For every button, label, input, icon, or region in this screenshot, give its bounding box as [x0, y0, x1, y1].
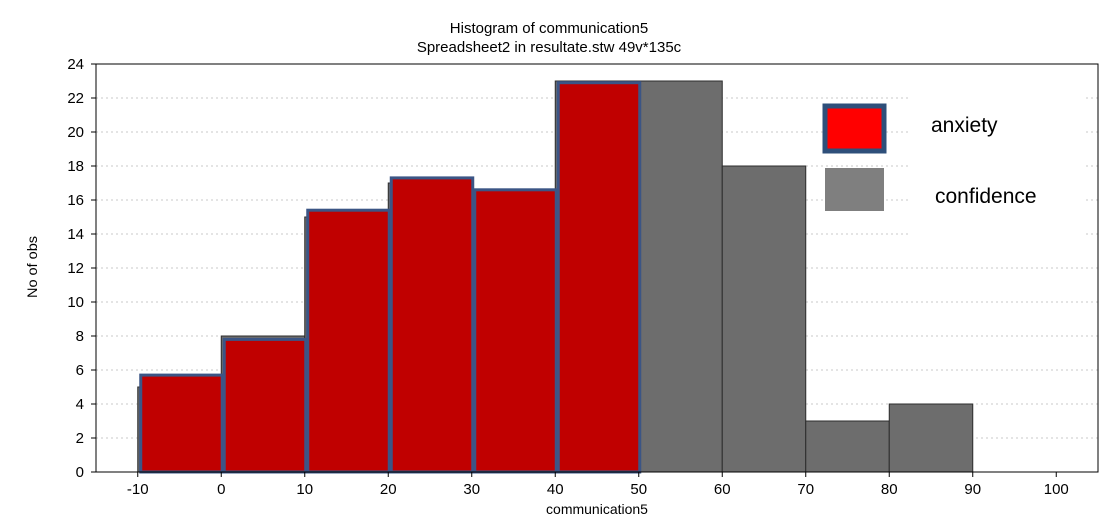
legend-swatch-anxiety: [822, 103, 887, 154]
x-tick-label: 0: [217, 481, 225, 498]
legend: anxiety confidence: [822, 96, 1085, 236]
y-tick-label: 6: [76, 362, 84, 379]
chart-title: Histogram of communication5: [450, 20, 648, 37]
y-axis-label: No of obs: [24, 236, 40, 298]
y-tick-label: 18: [67, 158, 84, 175]
bar-anxiety: [473, 188, 558, 474]
y-tick-label: 12: [67, 260, 84, 277]
x-tick-label: 50: [630, 481, 647, 498]
y-tick-label: 16: [67, 192, 84, 209]
x-tick-label: 80: [881, 481, 898, 498]
y-tick-label: 4: [76, 396, 84, 413]
x-axis-label: communication5: [546, 501, 648, 517]
chart-subtitle: Spreadsheet2 in resultate.stw 49v*135c: [417, 39, 682, 56]
x-tick-label: 70: [797, 481, 814, 498]
x-tick-label: -10: [127, 481, 149, 498]
x-axis-ticks: -10 0 10 20 30 40 50 60 70 80 90 100: [127, 472, 1069, 498]
y-tick-label: 20: [67, 124, 84, 141]
x-tick-label: 90: [964, 481, 981, 498]
y-tick-label: 22: [67, 90, 84, 107]
x-tick-label: 100: [1044, 481, 1069, 498]
bar-confidence: [638, 80, 723, 473]
x-tick-label: 10: [296, 481, 313, 498]
y-tick-label: 2: [76, 430, 84, 447]
bar-confidence: [888, 403, 974, 473]
bar-anxiety: [222, 337, 308, 474]
y-tick-label: 8: [76, 328, 84, 345]
legend-label-confidence: confidence: [935, 185, 1037, 208]
bar-anxiety: [306, 208, 391, 474]
legend-swatch-confidence: [825, 168, 884, 211]
legend-label-anxiety: anxiety: [931, 114, 998, 137]
x-tick-label: 20: [380, 481, 397, 498]
x-tick-label: 60: [714, 481, 731, 498]
y-tick-label: 10: [67, 294, 84, 311]
y-tick-label: 14: [67, 226, 84, 243]
y-tick-label: 0: [76, 464, 84, 481]
bar-anxiety: [556, 81, 642, 474]
x-tick-label: 30: [463, 481, 480, 498]
anxiety-series: [139, 81, 642, 474]
bar-confidence: [805, 420, 890, 473]
legend-box: [910, 96, 1085, 236]
y-tick-label: 24: [67, 56, 84, 73]
bar-anxiety: [389, 176, 475, 474]
bar-anxiety: [139, 373, 224, 474]
x-tick-label: 40: [547, 481, 564, 498]
bar-confidence: [721, 165, 807, 473]
